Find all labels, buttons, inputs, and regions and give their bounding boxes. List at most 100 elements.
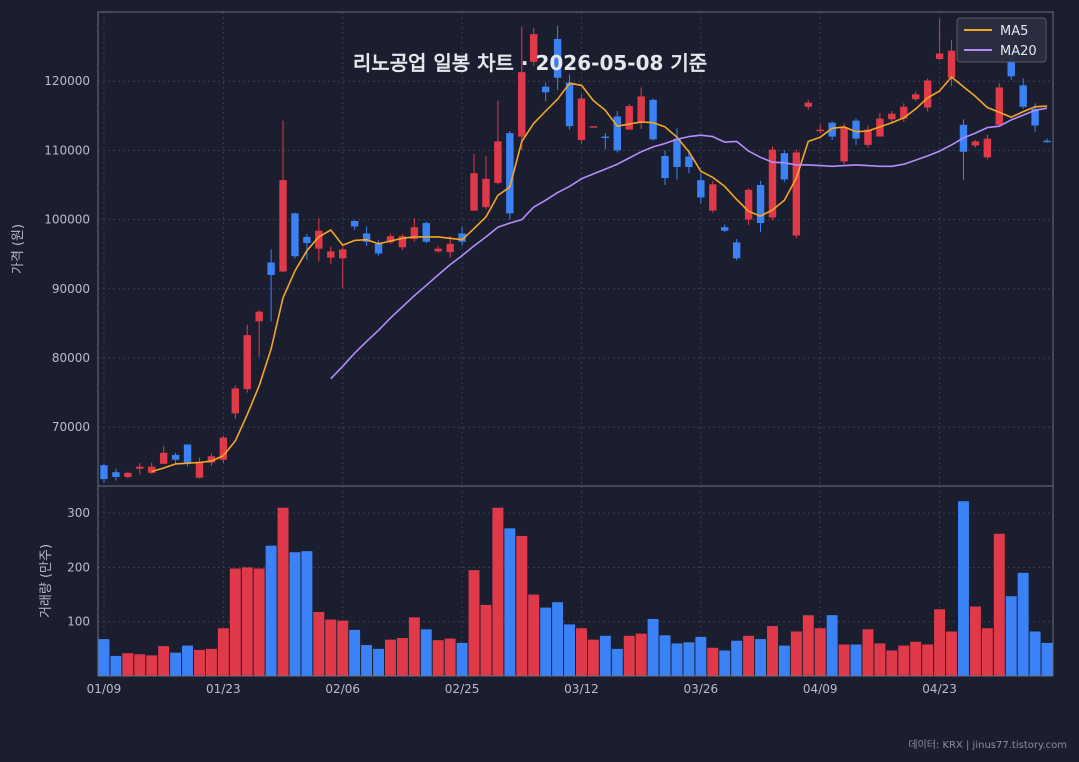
volume-bar	[874, 643, 886, 676]
candle-body	[100, 465, 108, 480]
candle-body	[207, 456, 216, 463]
x-tick-label: 02/06	[325, 682, 360, 696]
candle-body	[124, 472, 132, 478]
x-tick-label: 01/09	[87, 682, 122, 696]
price-tick-label: 80000	[52, 351, 90, 365]
volume-bar	[671, 643, 683, 676]
volume-gridlines	[98, 486, 1053, 676]
volume-bar	[743, 635, 755, 676]
volume-bar	[385, 639, 396, 676]
volume-bar	[576, 628, 587, 676]
volume-y-tick-labels: 100 200 300	[67, 506, 90, 629]
candle-body	[935, 53, 944, 60]
candle-body	[195, 461, 204, 478]
volume-tick-label: 100	[67, 615, 90, 629]
volume-bar	[265, 545, 277, 676]
volume-bar	[587, 639, 599, 676]
volume-bars	[98, 501, 1053, 676]
legend: MA5 MA20	[956, 17, 1047, 63]
volume-bar	[480, 604, 492, 676]
volume-bar	[659, 635, 671, 676]
candle-body	[900, 106, 908, 119]
candle-body	[243, 335, 251, 390]
volume-bar	[802, 615, 814, 676]
volume-bar	[528, 594, 540, 676]
candle-body	[470, 173, 478, 211]
volume-bar	[408, 617, 420, 676]
candle-body	[852, 120, 860, 139]
volume-bar	[325, 619, 337, 676]
volume-bar	[1005, 596, 1017, 676]
volume-bar	[134, 654, 146, 676]
candle-body	[613, 116, 621, 151]
volume-bar	[146, 655, 158, 676]
candle-body	[709, 184, 717, 211]
candles	[100, 18, 1051, 483]
x-tick-labels: 01/09 01/23 02/06 02/25 03/12 03/26 04/09 04/23	[87, 682, 957, 696]
volume-bar	[552, 602, 564, 676]
volume-bar	[826, 615, 838, 676]
price-gridlines	[98, 12, 1053, 486]
ma5-line	[151, 76, 1048, 473]
candle-body	[219, 437, 228, 460]
candle-body	[541, 86, 550, 93]
volume-bar	[790, 631, 802, 676]
volume-bar	[993, 533, 1005, 676]
candle-body	[995, 87, 1003, 125]
candle-body	[553, 38, 562, 78]
volume-bar	[707, 647, 719, 676]
price-tick-label: 100000	[44, 213, 90, 227]
candle-body	[732, 242, 741, 259]
x-tick-label: 03/12	[564, 682, 599, 696]
candle-body	[947, 50, 956, 78]
volume-bar	[623, 635, 635, 676]
volume-bar	[349, 629, 361, 676]
volume-bar	[814, 628, 826, 676]
candle-body	[565, 82, 574, 127]
volume-bar	[647, 619, 659, 676]
volume-bar	[361, 645, 373, 676]
candle-body	[386, 236, 395, 243]
volume-bar	[98, 639, 110, 676]
candle-body	[148, 466, 156, 473]
candle-body	[625, 106, 633, 130]
candle-body	[804, 102, 812, 107]
volume-tick-label: 300	[67, 506, 90, 520]
candle-body	[912, 94, 920, 100]
candle-body	[482, 178, 490, 208]
volume-bar	[253, 568, 265, 676]
x-tick-label: 02/25	[445, 682, 480, 696]
x-tick-label: 03/26	[684, 682, 719, 696]
candle-body	[303, 236, 311, 244]
candle-body	[1031, 108, 1039, 126]
volume-bar	[396, 638, 408, 676]
data-credit: 데이터: KRX | jinus77.tistory.com	[908, 739, 1067, 751]
volume-bar	[289, 552, 301, 676]
candle-body	[494, 141, 502, 183]
candle-body	[183, 444, 192, 464]
candle-body	[744, 189, 753, 220]
candle-body	[506, 133, 514, 214]
x-tick-label: 04/09	[803, 682, 838, 696]
candle-body	[530, 34, 538, 62]
candle-body	[458, 233, 466, 242]
candle-body	[673, 138, 681, 168]
volume-bar	[922, 644, 934, 676]
volume-bar	[981, 628, 993, 676]
candle-body	[446, 243, 454, 253]
volume-bar	[862, 629, 874, 676]
candle-body	[589, 126, 598, 128]
candle-body	[864, 129, 872, 145]
price-panel-background	[98, 12, 1053, 486]
volume-bar	[886, 650, 898, 676]
price-tick-label: 120000	[44, 74, 90, 88]
candle-body	[792, 152, 801, 236]
price-y-tick-labels: 70000 80000 90000 100000 110000 120000	[44, 74, 90, 434]
volume-bar	[110, 655, 122, 676]
volume-tick-label: 200	[67, 560, 90, 574]
volume-bar	[301, 551, 313, 676]
volume-bar	[778, 645, 790, 676]
candle-body	[291, 213, 299, 257]
volume-bar	[934, 609, 946, 676]
candle-body	[661, 155, 669, 179]
